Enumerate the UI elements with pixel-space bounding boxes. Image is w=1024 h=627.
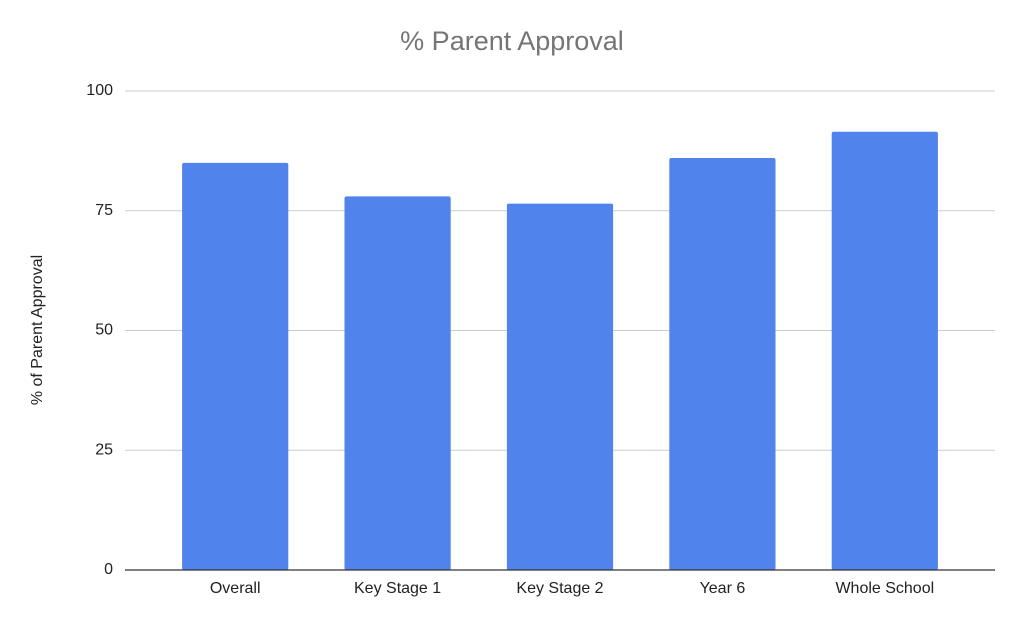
x-tick-label: Overall xyxy=(210,580,261,597)
y-tick-label: 0 xyxy=(104,561,113,578)
y-axis-label: % of Parent Approval xyxy=(29,255,46,405)
x-tick-label: Key Stage 2 xyxy=(516,580,603,597)
bar xyxy=(669,158,776,570)
bar xyxy=(182,162,289,570)
y-tick-label: 75 xyxy=(95,202,113,219)
bar xyxy=(831,131,938,570)
bar xyxy=(344,196,451,570)
chart-title: % Parent Approval xyxy=(400,26,624,56)
y-tick-label: 100 xyxy=(86,82,113,99)
bar xyxy=(506,203,614,570)
x-tick-label: Whole School xyxy=(835,580,934,597)
x-tick-label: Key Stage 1 xyxy=(354,580,441,597)
y-tick-label: 50 xyxy=(95,322,113,339)
y-tick-label: 25 xyxy=(95,441,113,458)
x-tick-label: Year 6 xyxy=(700,580,746,597)
